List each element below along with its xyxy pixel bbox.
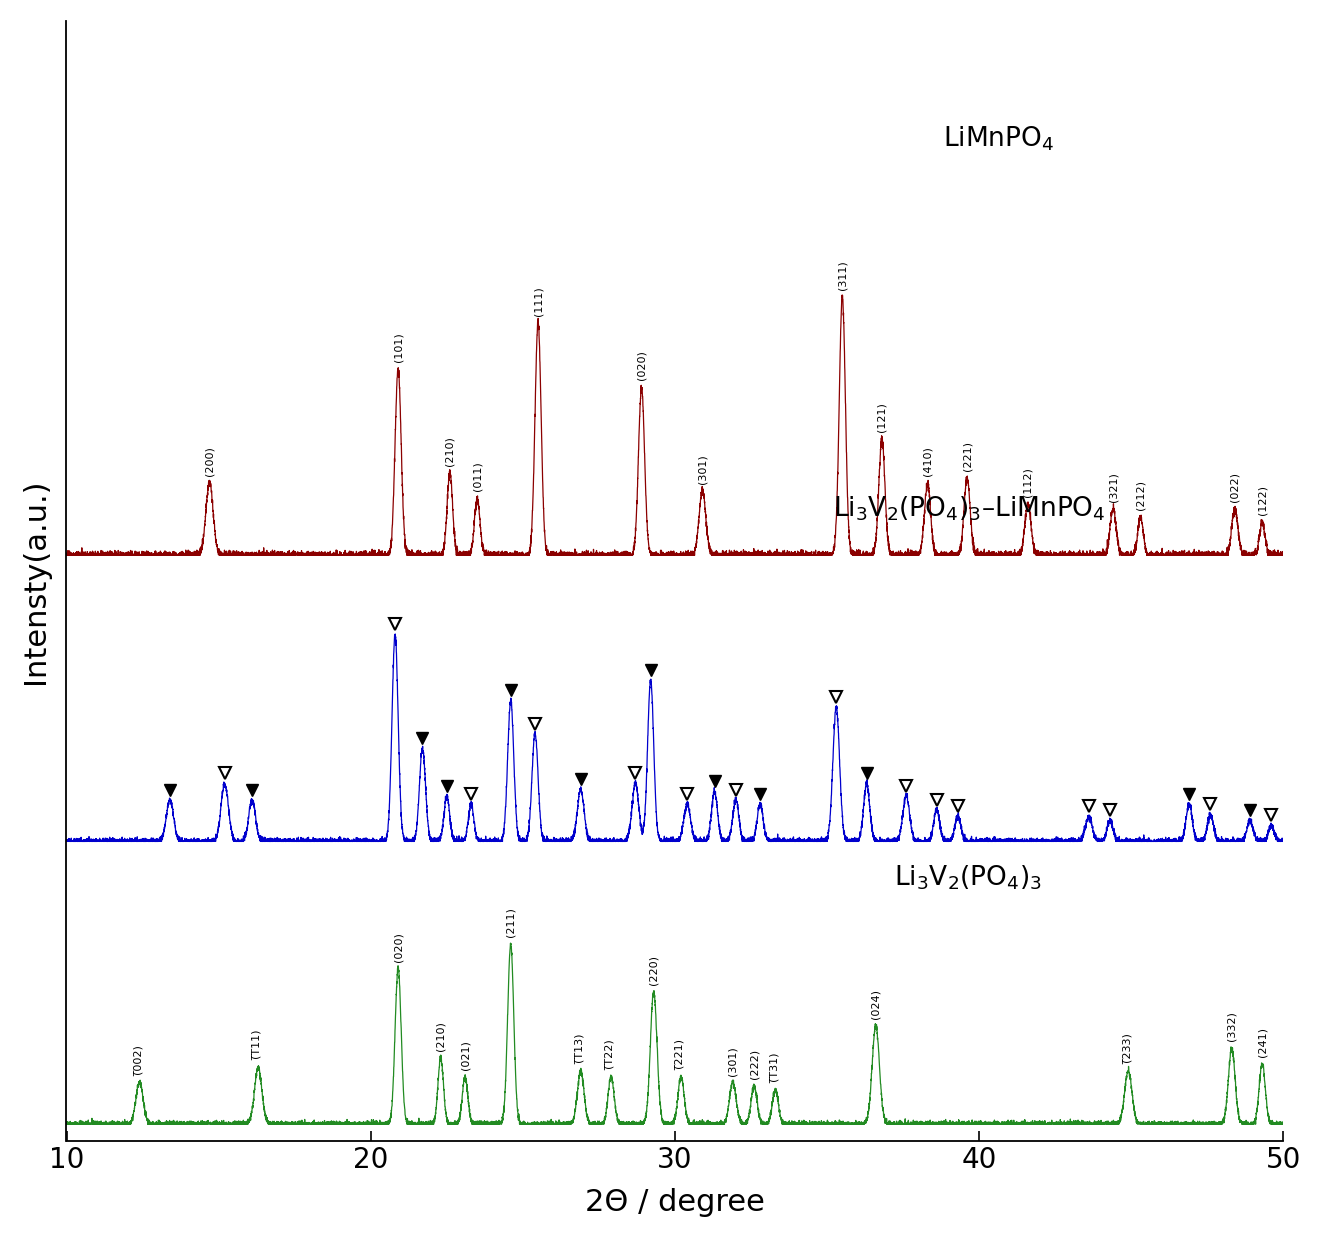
Text: (210): (210) [436, 1021, 446, 1051]
Text: (410): (410) [923, 446, 932, 475]
Text: (̅233): (̅233) [1124, 1034, 1133, 1065]
Text: (122): (122) [1257, 485, 1268, 515]
Text: (011): (011) [472, 462, 483, 491]
Text: (020): (020) [393, 932, 403, 962]
Text: (222): (222) [750, 1050, 759, 1080]
Text: (111): (111) [533, 286, 543, 316]
Text: (221): (221) [962, 441, 972, 470]
Text: (220): (220) [649, 954, 658, 984]
Text: (̅T13): (̅T13) [575, 1035, 586, 1065]
Text: (321): (321) [1108, 472, 1118, 501]
Text: (022): (022) [1229, 472, 1240, 501]
Text: (̅T31): (̅T31) [771, 1054, 780, 1083]
Text: (301): (301) [728, 1046, 738, 1076]
Text: (̅T22): (̅T22) [605, 1040, 616, 1070]
Text: (020): (020) [636, 350, 646, 380]
Text: (̅T11): (̅T11) [254, 1031, 263, 1061]
Text: (̅002): (̅002) [135, 1046, 144, 1076]
Text: (211): (211) [506, 907, 516, 937]
Text: Li$_3$V$_2$(PO$_4$)$_3$: Li$_3$V$_2$(PO$_4$)$_3$ [894, 864, 1042, 893]
Text: (301): (301) [698, 454, 707, 484]
Text: (̅221): (̅221) [676, 1040, 686, 1070]
Text: LiMnPO$_4$: LiMnPO$_4$ [943, 124, 1054, 152]
Text: (332): (332) [1227, 1011, 1237, 1041]
X-axis label: 2Θ / degree: 2Θ / degree [586, 1188, 765, 1217]
Text: (121): (121) [876, 402, 887, 432]
Text: (112): (112) [1023, 467, 1032, 496]
Text: Li$_3$V$_2$(PO$_4$)$_3$–LiMnPO$_4$: Li$_3$V$_2$(PO$_4$)$_3$–LiMnPO$_4$ [833, 494, 1105, 522]
Text: (311): (311) [837, 260, 847, 290]
Text: (024): (024) [871, 989, 880, 1019]
Y-axis label: Intensty(a.u.): Intensty(a.u.) [21, 478, 50, 683]
Text: (241): (241) [1257, 1026, 1268, 1056]
Text: (200): (200) [205, 446, 214, 475]
Text: (021): (021) [460, 1040, 471, 1070]
Text: (210): (210) [444, 436, 455, 465]
Text: (212): (212) [1136, 479, 1145, 510]
Text: (101): (101) [393, 333, 403, 363]
